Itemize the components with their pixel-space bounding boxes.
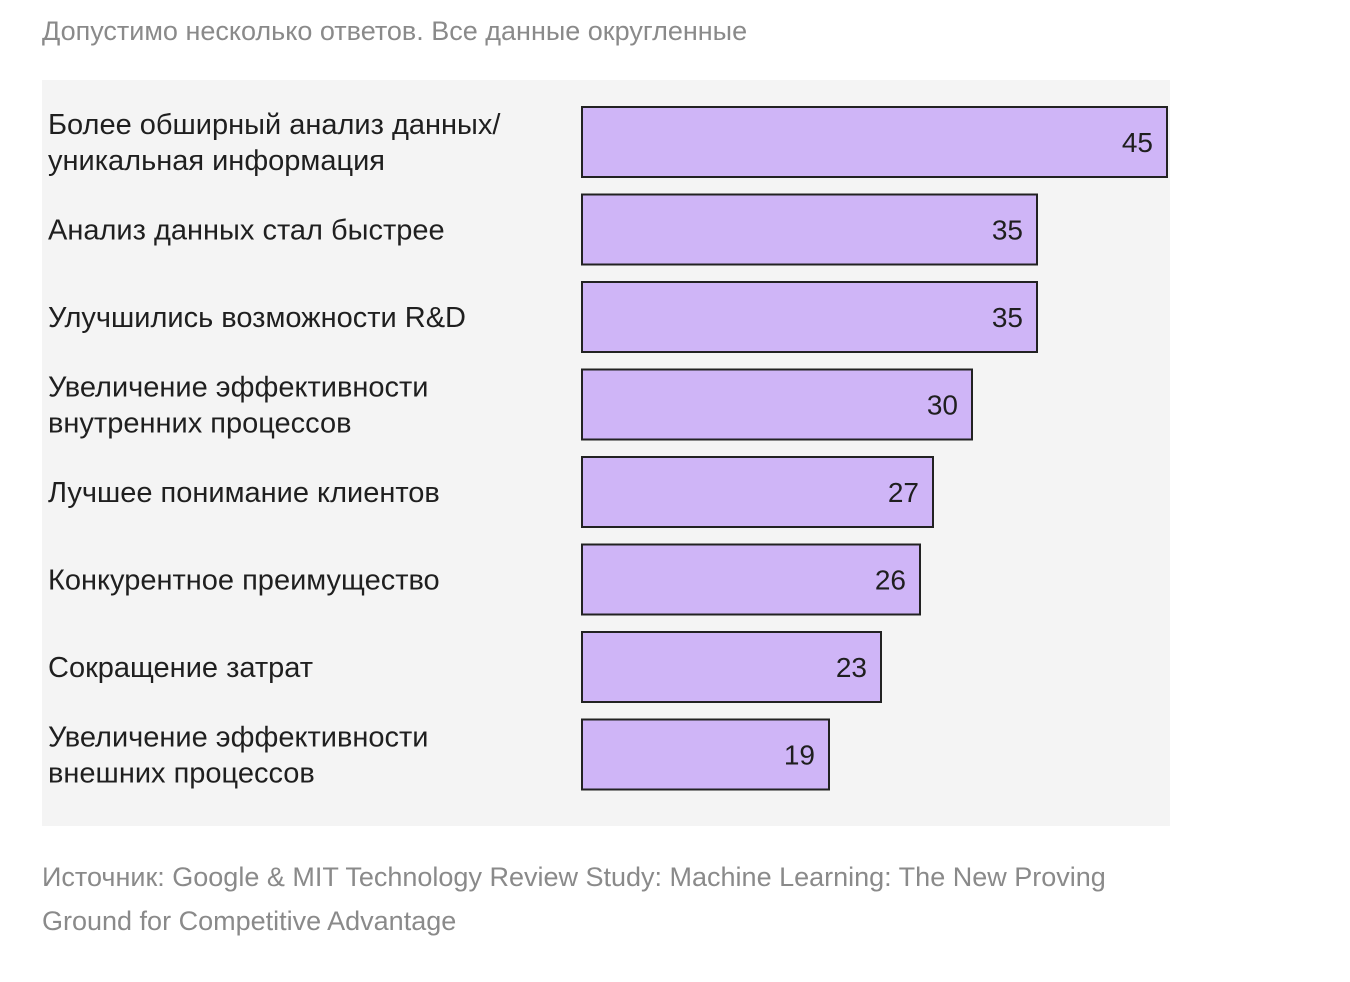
chart-source: Источник: Google & MIT Technology Review… xyxy=(42,862,1106,936)
category-label-3-line-0: Увеличение эффективности xyxy=(48,372,428,404)
bar-3 xyxy=(581,368,973,441)
bar-0 xyxy=(581,106,1168,178)
category-label-5-line-0: Конкурентное преимущество xyxy=(48,565,440,597)
bar-value-label-3: 30 xyxy=(927,390,958,421)
bar-chart: 45 Более обширный анализ данных/уникальна… xyxy=(48,106,1168,791)
chart-panel: 45 Более обширный анализ данных/уникальна… xyxy=(42,80,1170,826)
bar-7 xyxy=(581,718,830,791)
bar-5 xyxy=(581,543,921,616)
bar-value-label-5: 26 xyxy=(875,565,906,596)
category-label-4-line-0: Лучшее понимание клиентов xyxy=(48,477,440,509)
bar-4 xyxy=(581,456,934,528)
bar-value-label-6: 23 xyxy=(836,652,867,683)
bar-value-label-4: 27 xyxy=(888,477,919,508)
bar-value-label-1: 35 xyxy=(992,215,1023,246)
category-label-7-line-0: Увеличение эффективности xyxy=(48,722,428,754)
bar-6 xyxy=(581,631,882,703)
category-label-2-line-0: Улучшились возможности R&D xyxy=(48,302,466,334)
category-label-1-line-0: Анализ данных стал быстрее xyxy=(48,215,445,247)
bar-value-label-2: 35 xyxy=(992,302,1023,333)
bar-1 xyxy=(581,193,1038,266)
bar-value-label-7: 19 xyxy=(784,740,815,771)
chart-note: Допустимо несколько ответов. Все данные … xyxy=(42,16,748,46)
category-label-0-line-1: уникальная информация xyxy=(48,145,385,177)
category-label-0-line-0: Более обширный анализ данных/ xyxy=(48,109,501,141)
bar-2 xyxy=(581,281,1038,353)
category-label-6-line-0: Сокращение затрат xyxy=(48,652,313,684)
category-label-7-line-1: внешних процессов xyxy=(48,758,315,790)
category-label-3-line-1: внутренних процессов xyxy=(48,408,351,440)
bar-value-label-0: 45 xyxy=(1122,127,1153,158)
